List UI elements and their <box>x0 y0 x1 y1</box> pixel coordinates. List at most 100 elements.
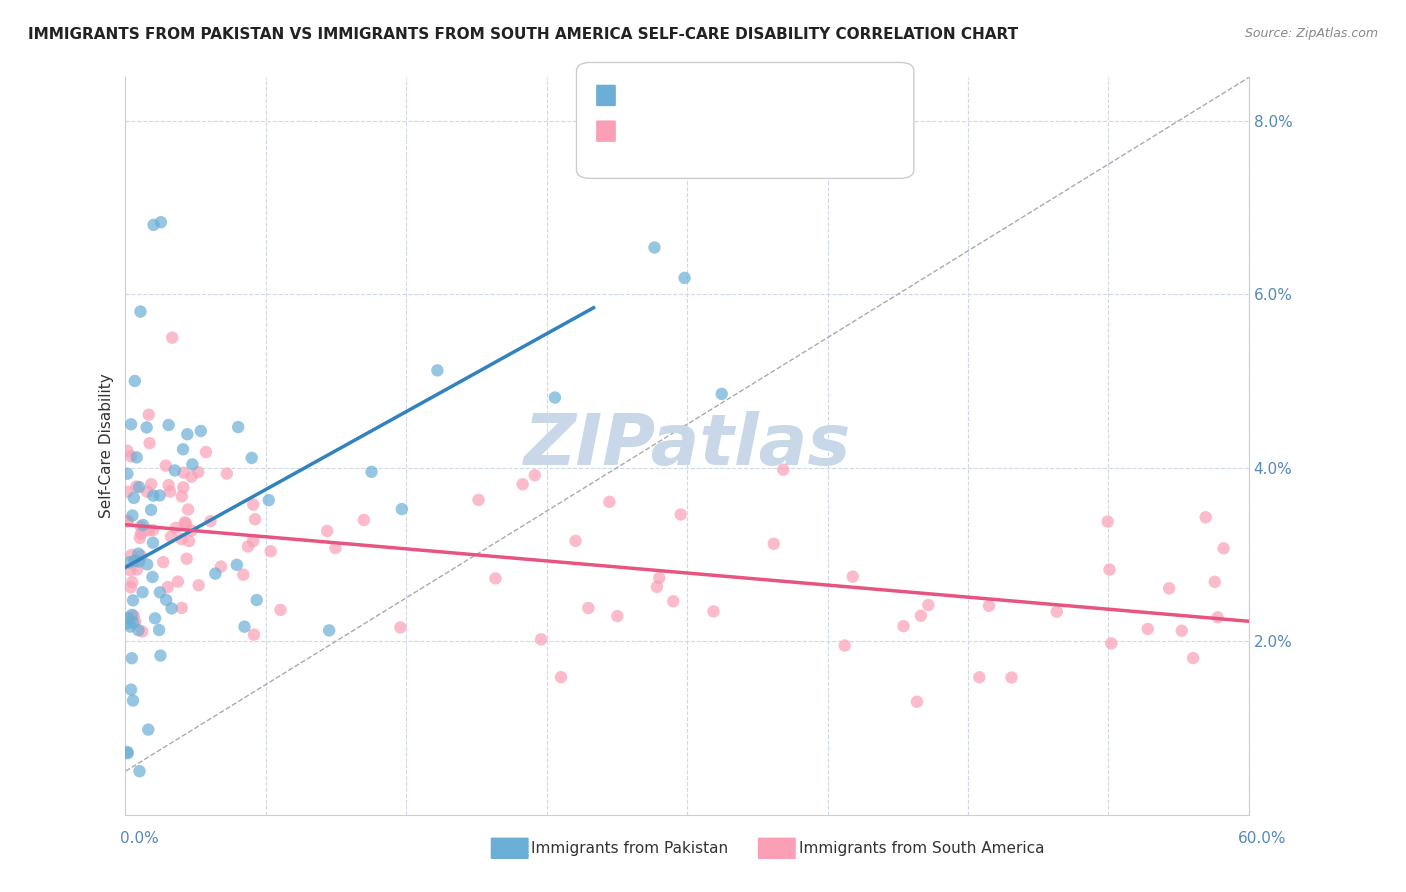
Point <box>120 619 142 633</box>
Point <box>122 608 145 623</box>
Point <box>893 619 915 633</box>
Point <box>136 558 159 572</box>
Point <box>141 477 163 491</box>
Point <box>243 512 266 526</box>
Text: ZIPatlas: ZIPatlas <box>523 411 851 481</box>
Point <box>117 746 139 760</box>
Point <box>120 581 142 595</box>
Point <box>1000 671 1022 685</box>
Point <box>725 113 748 128</box>
Point <box>117 467 139 481</box>
Point <box>389 620 412 634</box>
Point <box>142 523 165 537</box>
Point <box>530 632 553 647</box>
Point <box>523 468 546 483</box>
Point <box>132 518 155 533</box>
Point <box>181 458 204 472</box>
Point <box>643 240 665 254</box>
Text: Immigrants from South America: Immigrants from South America <box>799 841 1045 855</box>
Point <box>484 571 506 585</box>
Point <box>1170 624 1192 638</box>
Point <box>232 567 254 582</box>
Point <box>121 651 143 665</box>
Point <box>138 436 160 450</box>
Point <box>138 524 160 538</box>
Point <box>233 620 256 634</box>
Point <box>149 648 172 663</box>
Point <box>128 764 150 779</box>
Point <box>648 571 671 585</box>
Point <box>170 489 193 503</box>
Text: 102: 102 <box>742 123 772 137</box>
Point <box>977 599 1000 613</box>
Text: -0.337: -0.337 <box>650 123 699 137</box>
Text: 0.0%: 0.0% <box>120 831 159 846</box>
Point <box>155 458 177 473</box>
Point <box>131 624 153 639</box>
Point <box>710 387 733 401</box>
Point <box>152 555 174 569</box>
Point <box>467 492 489 507</box>
Point <box>316 524 339 538</box>
Point <box>173 466 195 480</box>
Point <box>325 541 347 555</box>
Point <box>190 424 212 438</box>
Point <box>195 445 218 459</box>
Text: Source: ZipAtlas.com: Source: ZipAtlas.com <box>1244 27 1378 40</box>
Point <box>544 391 567 405</box>
Point <box>157 417 180 432</box>
Text: 60.0%: 60.0% <box>1239 831 1286 846</box>
Point <box>360 465 382 479</box>
Point <box>270 603 292 617</box>
Text: 0.355: 0.355 <box>650 87 693 102</box>
Point <box>142 535 165 549</box>
Point <box>834 639 856 653</box>
Point <box>129 519 152 533</box>
Point <box>177 502 200 516</box>
Point <box>242 498 264 512</box>
Point <box>243 627 266 641</box>
Point <box>149 585 172 599</box>
Point <box>117 745 139 759</box>
Point <box>122 593 145 607</box>
Point <box>172 442 194 457</box>
Point <box>176 551 198 566</box>
Point <box>176 427 198 442</box>
Point <box>1097 515 1119 529</box>
Y-axis label: Self-Care Disability: Self-Care Disability <box>100 374 114 518</box>
Point <box>120 563 142 577</box>
Point <box>1046 605 1069 619</box>
Point <box>122 693 145 707</box>
Point <box>160 601 183 615</box>
Point <box>139 503 162 517</box>
Point <box>117 515 139 529</box>
Point <box>173 516 195 530</box>
Point <box>772 463 794 477</box>
Point <box>318 624 340 638</box>
Point <box>149 488 172 502</box>
Point <box>159 484 181 499</box>
Point <box>236 540 259 554</box>
Point <box>128 480 150 494</box>
Point <box>391 502 413 516</box>
Point <box>117 616 139 631</box>
Point <box>842 569 865 583</box>
Point <box>1099 636 1122 650</box>
Point <box>117 611 139 625</box>
Point <box>124 554 146 568</box>
Point <box>673 271 696 285</box>
Point <box>257 493 280 508</box>
Point <box>752 113 775 128</box>
Point <box>120 417 142 432</box>
Point <box>550 670 572 684</box>
Text: Immigrants from Pakistan: Immigrants from Pakistan <box>531 841 728 855</box>
Point <box>125 450 148 465</box>
Point <box>662 594 685 608</box>
Point <box>187 578 209 592</box>
Point <box>225 558 247 572</box>
Point <box>735 136 758 151</box>
Point <box>1206 610 1229 624</box>
Point <box>645 580 668 594</box>
Point <box>1204 574 1226 589</box>
Point <box>1098 563 1121 577</box>
